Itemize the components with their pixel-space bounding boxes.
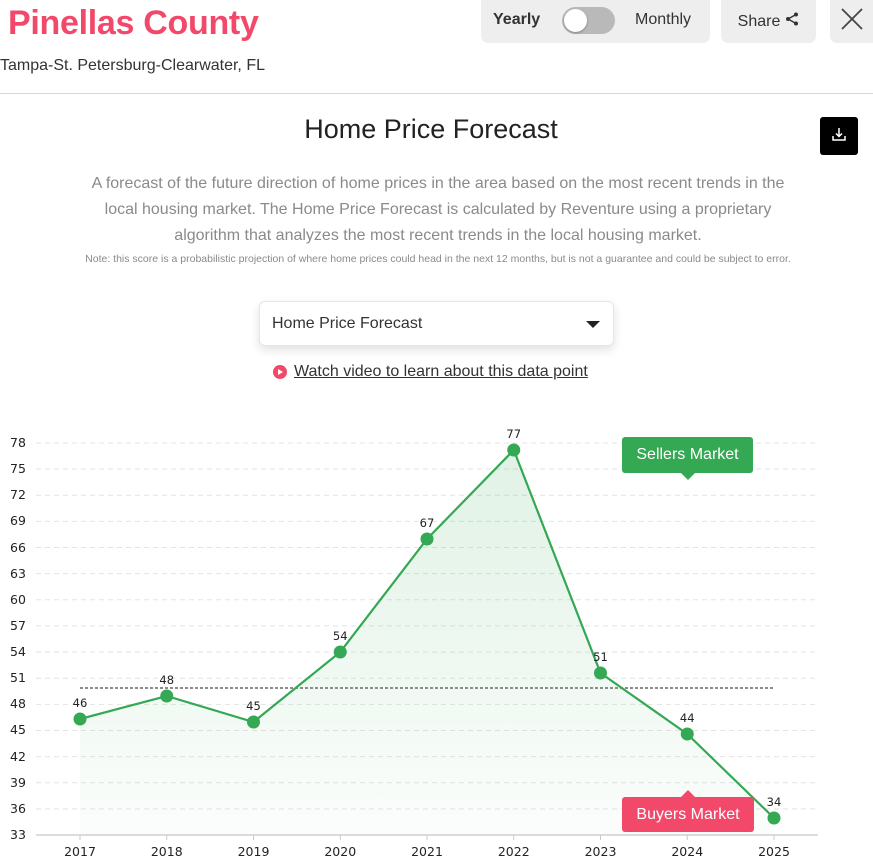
data-point-label: 46 [72, 696, 88, 710]
toggle-monthly-label[interactable]: Monthly [635, 11, 692, 28]
section-description: A forecast of the future direction of ho… [91, 175, 785, 244]
y-axis-tick: 75 [10, 461, 26, 477]
county-title: Pinellas County [8, 4, 259, 42]
share-label: Share [737, 12, 781, 30]
y-axis-tick: 63 [10, 565, 26, 581]
home-price-forecast-chart: Sellers Market Buyers Market 78 75 72 69 66 6… [0, 420, 873, 867]
y-axis-tick: 51 [10, 670, 26, 686]
period-toggle-switch[interactable] [562, 7, 615, 34]
data-point-label: 51 [593, 650, 608, 664]
x-axis-tick: 2023 [584, 844, 617, 859]
data-point-label: 48 [159, 673, 175, 687]
y-axis-tick: 45 [10, 722, 26, 738]
toggle-knob [564, 9, 587, 32]
share-icon [785, 12, 799, 31]
download-button[interactable] [820, 117, 858, 155]
data-point-label: 45 [246, 699, 261, 713]
data-point-label: 44 [679, 711, 695, 725]
share-button[interactable]: Share [721, 0, 816, 43]
metro-subtitle: Tampa-St. Petersburg-Clearwater, FL [0, 57, 265, 74]
y-axis-tick: 78 [10, 435, 26, 450]
play-icon [273, 365, 287, 379]
page-header: Pinellas County Tampa-St. Petersburg-Cle… [0, 0, 873, 94]
sellers-market-tag: Sellers Market [622, 437, 753, 480]
watch-video-label: Watch video to learn about this data poi… [294, 363, 588, 380]
data-point-label: 34 [766, 795, 782, 809]
watch-video-link[interactable]: Watch video to learn about this data poi… [273, 363, 588, 381]
metric-select-value: Home Price Forecast [272, 314, 423, 332]
data-point[interactable] [507, 443, 521, 457]
section-title: Home Price Forecast [304, 114, 558, 144]
x-axis-tick: 2018 [150, 844, 183, 859]
data-point[interactable] [420, 532, 434, 546]
x-axis-tick: 2020 [324, 844, 357, 859]
x-axis-tick: 2025 [758, 844, 790, 859]
buyers-market-tag: Buyers Market [622, 790, 754, 832]
y-axis-tick: 36 [10, 800, 26, 816]
data-point[interactable] [680, 727, 694, 741]
y-axis-tick: 69 [10, 513, 26, 529]
data-point[interactable] [767, 811, 781, 825]
period-toggle-group: Yearly Monthly [481, 0, 710, 43]
data-point-label: 67 [419, 516, 435, 530]
close-icon [840, 7, 864, 36]
x-axis-tick: 2017 [64, 844, 96, 859]
y-axis-tick: 33 [10, 827, 26, 842]
data-point-label: 54 [332, 629, 348, 643]
y-axis-tick: 39 [10, 774, 26, 790]
download-icon [831, 126, 847, 147]
close-button[interactable] [830, 0, 873, 43]
x-axis-tick: 2021 [411, 844, 443, 859]
data-point[interactable] [333, 645, 347, 659]
y-axis-tick: 66 [10, 539, 26, 555]
data-point[interactable] [594, 666, 607, 680]
section-note: Note: this score is a probabilistic proj… [85, 253, 791, 265]
data-point[interactable] [160, 689, 174, 703]
y-axis-tick: 72 [10, 487, 26, 503]
data-point[interactable] [247, 715, 260, 729]
y-axis-tick: 57 [10, 617, 26, 633]
y-axis-tick: 42 [10, 748, 26, 764]
metric-select[interactable]: Home Price Forecast [259, 301, 614, 346]
y-axis-tick: 54 [10, 644, 26, 660]
x-axis-tick: 2022 [497, 844, 530, 859]
y-axis-tick: 48 [10, 696, 26, 712]
data-point[interactable] [73, 712, 87, 726]
data-point-label: 77 [506, 427, 522, 441]
x-axis-tick: 2024 [671, 844, 704, 859]
chevron-down-icon [586, 321, 600, 328]
y-axis-tick: 60 [10, 591, 26, 607]
toggle-yearly-label[interactable]: Yearly [493, 11, 541, 28]
x-axis-tick: 2019 [237, 844, 270, 859]
